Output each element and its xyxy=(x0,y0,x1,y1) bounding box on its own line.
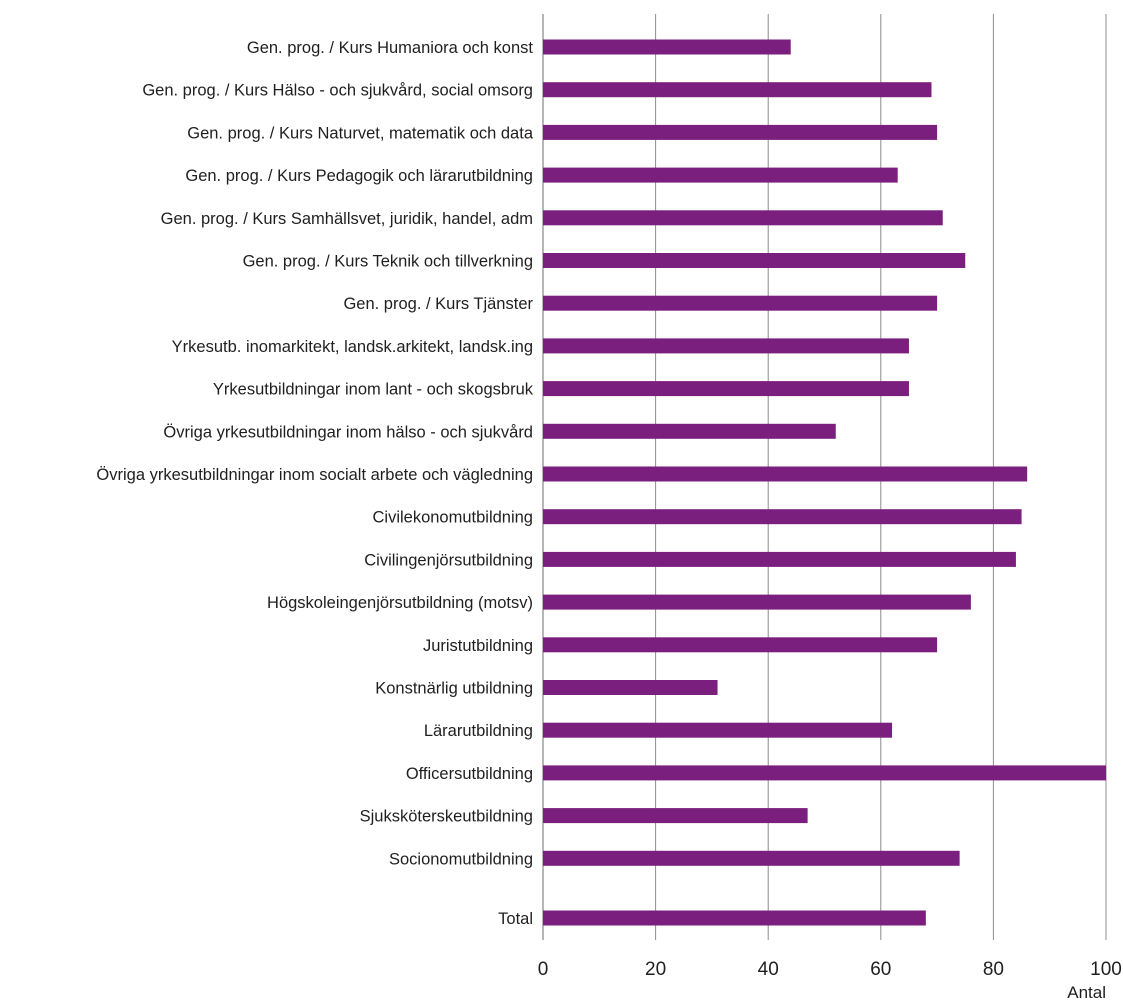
category-labels: Gen. prog. / Kurs Humaniora och konst Gen… xyxy=(96,39,533,928)
bar xyxy=(543,765,1106,781)
bar xyxy=(543,637,938,653)
bar xyxy=(543,39,791,55)
x-tick-label: 40 xyxy=(758,959,779,980)
category-label: Konstnärlig utbildning xyxy=(375,680,533,698)
category-label: Övriga yrkesutbildningar inom hälso - oc… xyxy=(163,423,533,441)
category-label: Gen. prog. / Kurs Samhällsvet, juridik, … xyxy=(161,210,533,228)
x-tick-label: 60 xyxy=(870,959,891,980)
x-tick-label: 80 xyxy=(983,959,1004,980)
bars xyxy=(543,39,1106,926)
category-label: Gen. prog. / Kurs Pedagogik och lärarutb… xyxy=(185,167,533,185)
category-label: Sjuksköterskeutbildning xyxy=(360,808,533,826)
category-label: Civilekonomutbildning xyxy=(372,509,533,527)
x-tick-label: 0 xyxy=(538,959,549,980)
category-label: Juristutbildning xyxy=(423,637,533,655)
category-label: Gen. prog. / Kurs Teknik och tillverknin… xyxy=(243,253,533,271)
category-label: Gen. prog. / Kurs Hälso - och sjukvård, … xyxy=(142,82,533,100)
category-label: Yrkesutb. inomarkitekt, landsk.arkitekt,… xyxy=(172,338,533,356)
bar xyxy=(543,167,898,183)
category-label: Total xyxy=(498,910,533,928)
bar xyxy=(543,808,808,824)
category-label: Övriga yrkesutbildningar inom socialt ar… xyxy=(96,466,533,484)
bar xyxy=(543,466,1028,482)
bar xyxy=(543,850,960,866)
bar xyxy=(543,509,1022,525)
bar xyxy=(543,680,718,695)
category-label: Lärarutbildning xyxy=(424,722,533,740)
category-label: Gen. prog. / Kurs Naturvet, matematik oc… xyxy=(187,124,534,142)
category-label: Högskoleingenjörsutbildning (motsv) xyxy=(267,594,533,612)
category-label: Officersutbildning xyxy=(406,765,533,783)
bar xyxy=(543,253,966,268)
bar xyxy=(543,722,893,738)
x-tick-label: 100 xyxy=(1090,959,1122,980)
bar xyxy=(543,210,943,226)
category-label: Civilingenjörsutbildning xyxy=(364,551,533,569)
x-tick-label: 20 xyxy=(645,959,666,980)
x-axis-title: Antal xyxy=(1067,983,1106,1001)
bar xyxy=(543,423,836,439)
bar xyxy=(543,594,971,610)
category-label: Gen. prog. / Kurs Humaniora och konst xyxy=(247,39,534,57)
bar xyxy=(543,381,909,397)
bar xyxy=(543,295,938,311)
bar xyxy=(543,338,909,354)
category-label: Yrkesutbildningar inom lant - och skogsb… xyxy=(213,381,534,399)
bar xyxy=(543,910,926,926)
bar xyxy=(543,551,1016,567)
category-label: Socionomutbildning xyxy=(389,850,533,868)
bar xyxy=(543,124,938,140)
bar xyxy=(543,82,932,98)
x-tick-labels: 0 20 40 60 80 100 xyxy=(538,959,1122,980)
category-label: Gen. prog. / Kurs Tjänster xyxy=(343,295,533,313)
